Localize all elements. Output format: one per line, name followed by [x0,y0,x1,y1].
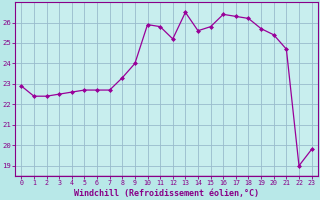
X-axis label: Windchill (Refroidissement éolien,°C): Windchill (Refroidissement éolien,°C) [74,189,259,198]
